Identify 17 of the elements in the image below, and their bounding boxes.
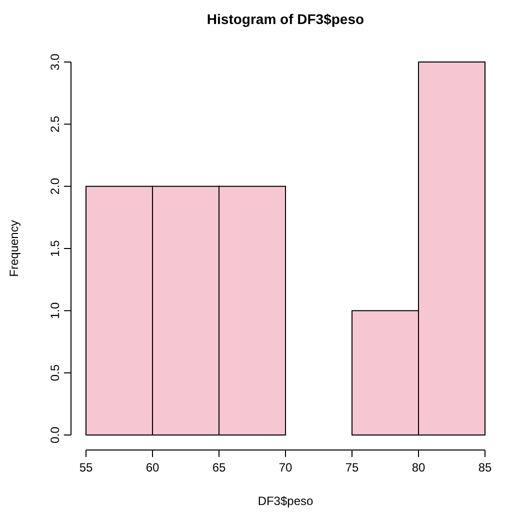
x-tick-label: 70: [278, 460, 292, 475]
x-tick-label: 80: [412, 460, 426, 475]
y-tick-label: 3.0: [48, 53, 62, 70]
x-tick-label: 55: [79, 460, 93, 475]
x-axis-title: DF3$peso: [258, 494, 314, 508]
chart-title: Histogram of DF3$peso: [206, 11, 364, 27]
y-axis-title: Frequency: [7, 220, 21, 277]
x-tick-label: 85: [478, 460, 492, 475]
x-tick-label: 75: [345, 460, 359, 475]
y-tick-label: 0.0: [48, 426, 62, 444]
y-tick-label: 2.5: [48, 116, 62, 133]
y-tick-label: 2.0: [48, 178, 62, 195]
x-tick-label: 65: [212, 460, 226, 475]
y-tick-label: 1.5: [48, 240, 62, 257]
x-tick-label: 60: [146, 460, 160, 475]
y-tick-label: 0.5: [48, 364, 62, 382]
y-tick-label: 1.0: [48, 302, 62, 320]
